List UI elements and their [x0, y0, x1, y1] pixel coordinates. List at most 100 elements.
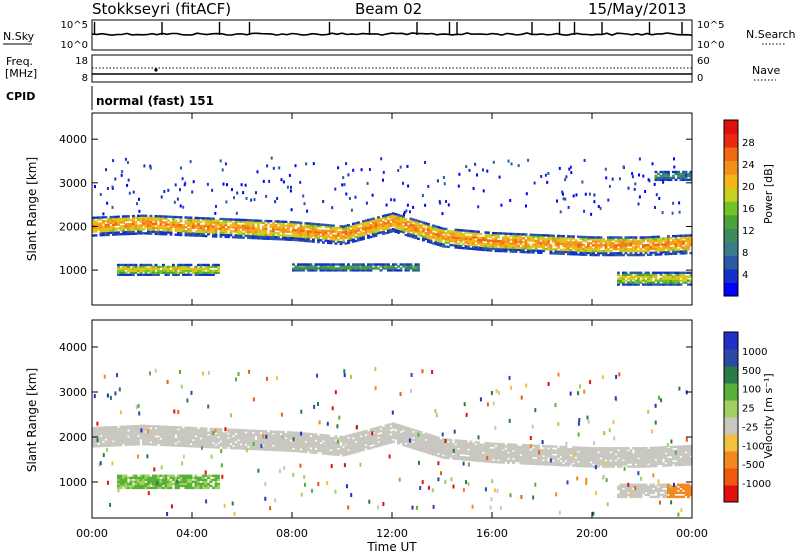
power-cell	[332, 228, 335, 231]
power-speckle	[406, 203, 409, 207]
power-cell	[132, 220, 135, 224]
power-cell	[417, 219, 420, 223]
power-cell	[414, 225, 418, 228]
power-speckle	[547, 172, 550, 175]
power-cell	[664, 271, 668, 274]
power-cell	[544, 234, 548, 237]
power-cell	[632, 283, 635, 286]
power-cell	[269, 233, 273, 237]
velocity-cell	[229, 440, 233, 444]
power-cell	[264, 225, 268, 229]
velocity-cell	[154, 439, 158, 442]
power-cell	[239, 224, 243, 227]
velocity-cell	[377, 434, 380, 437]
velocity-cell	[144, 436, 148, 440]
power-cell	[587, 251, 590, 255]
power-speckle	[352, 168, 355, 172]
power-cell	[637, 271, 640, 274]
velocity-cell	[547, 449, 550, 452]
power-cell	[339, 269, 343, 272]
power-cell	[652, 283, 655, 286]
power-speckle	[569, 165, 572, 169]
velocity-cell	[454, 447, 458, 450]
velocity-cell	[424, 436, 428, 440]
velocity-cell	[277, 446, 280, 450]
power-cell	[409, 225, 413, 228]
velocity-cell	[537, 448, 540, 452]
velocity-cell	[427, 437, 430, 440]
velocity-cell	[269, 432, 273, 435]
power-cell	[292, 263, 295, 266]
power-cell	[674, 244, 678, 248]
power-speckle	[403, 210, 406, 214]
velocity-cell	[357, 433, 360, 437]
velocity-cell	[232, 428, 235, 432]
power-cell	[349, 239, 353, 242]
velocity-cell	[472, 450, 475, 454]
power-cell	[339, 263, 343, 266]
power-cell	[622, 246, 625, 249]
power-speckle	[424, 203, 427, 207]
velocity-cell	[522, 446, 525, 449]
power-cell	[682, 174, 685, 178]
velocity-cell	[639, 453, 643, 456]
velocity-cell	[532, 448, 535, 451]
power-cell	[247, 224, 250, 228]
power-cell	[134, 228, 138, 231]
velocity-cell	[277, 436, 280, 440]
velocity-cell	[362, 446, 365, 450]
velocity-cell	[137, 441, 140, 444]
power-cell	[144, 265, 148, 269]
power-cell	[257, 223, 260, 226]
velocity-cell	[609, 449, 613, 452]
power-cell	[634, 279, 638, 282]
velocity-cell	[227, 430, 230, 433]
velocity-cell	[182, 444, 185, 448]
power-cell	[569, 235, 573, 238]
velocity-cell	[242, 433, 245, 436]
power-cell	[254, 233, 258, 236]
velocity-cell	[532, 450, 535, 453]
velocity-cell	[282, 439, 285, 442]
power-cell	[684, 170, 688, 174]
velocity-cell	[477, 453, 480, 456]
power-speckle	[412, 205, 415, 209]
power-cell	[362, 263, 365, 266]
power-cell	[302, 229, 305, 233]
velocity-cell	[539, 448, 543, 452]
velocity-cell	[669, 464, 673, 467]
velocity-cell	[274, 448, 278, 452]
power-cell	[134, 271, 138, 274]
power-cell	[212, 227, 215, 230]
power-cell	[674, 275, 678, 278]
velocity-cell	[354, 436, 358, 440]
power-cell	[362, 222, 365, 225]
power-cell	[337, 230, 340, 234]
velocity-cell	[367, 447, 370, 450]
velocity-cell	[659, 446, 663, 449]
velocity-cell	[337, 453, 340, 457]
power-cell	[464, 241, 468, 244]
velocity-cell	[224, 434, 228, 437]
velocity-cell	[159, 439, 163, 443]
velocity-cell	[494, 456, 498, 460]
power-cell	[417, 225, 420, 229]
power-cell	[307, 222, 310, 225]
velocity-cell	[392, 426, 395, 429]
power-cell	[197, 224, 200, 228]
power-cell	[489, 233, 493, 237]
velocity-cell	[599, 463, 603, 466]
velocity-cell	[242, 429, 245, 432]
velocity-cell	[142, 440, 145, 444]
power-cell	[689, 178, 693, 182]
velocity-cell	[449, 448, 453, 452]
power-cell	[142, 232, 145, 235]
velocity-cell	[522, 458, 525, 461]
velocity-cell	[444, 448, 448, 451]
power-cell	[347, 239, 350, 243]
power-cell	[352, 230, 355, 233]
velocity-cell	[152, 443, 155, 446]
velocity-cell	[387, 442, 390, 445]
power-cell	[394, 218, 398, 222]
power-cell	[119, 269, 123, 273]
